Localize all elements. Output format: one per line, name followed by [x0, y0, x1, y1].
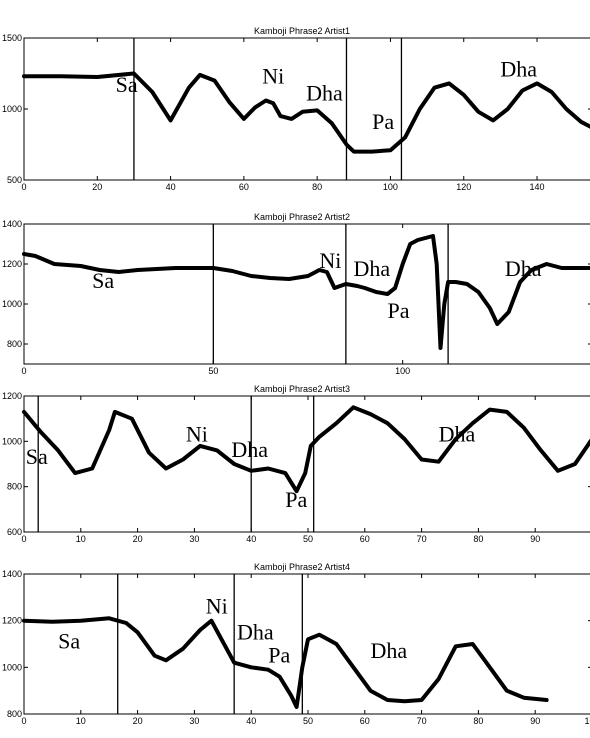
subplot-2: Kamboji Phrase2 Artist2 0 50 100 800 1000 1200… [2, 212, 590, 376]
pitch-curve [22, 71, 590, 154]
x-tick-label: 80 [473, 716, 483, 726]
y-tick-label: 600 [7, 527, 22, 537]
x-tick-label: 100 [383, 182, 398, 192]
x-tick-label: 90 [530, 716, 540, 726]
y-tick-label: 1200 [2, 391, 22, 401]
x-tick-label: 100 [584, 716, 590, 726]
x-tick-label: 140 [530, 182, 545, 192]
subplot-1: Kamboji Phrase2 Artist1 0 20 40 60 80 100 120 14… [2, 26, 590, 192]
swara-label: Ni [186, 421, 208, 446]
x-tick-label: 50 [303, 716, 313, 726]
swara-label: Pa [268, 643, 290, 668]
x-tick-label: 120 [456, 182, 471, 192]
x-tick-label: 60 [239, 182, 249, 192]
y-tick-label: 800 [7, 709, 22, 719]
x-tick-label: 0 [21, 534, 26, 544]
x-tick-label: 70 [417, 534, 427, 544]
swara-label: Ni [206, 594, 228, 619]
swara-label: Dha [505, 256, 542, 281]
y-tick-label: 1500 [2, 33, 22, 43]
y-tick-label: 1400 [2, 219, 22, 229]
x-tick-label: 60 [360, 534, 370, 544]
subplot-4: Kamboji Phrase2 Artist4 0 10 20 30 40 50 60 70 80… [2, 562, 590, 726]
plot-title: Kamboji Phrase2 Artist2 [254, 212, 350, 222]
x-tick-label: 0 [21, 366, 26, 376]
x-tick-label: 30 [189, 716, 199, 726]
y-tick-label: 1200 [2, 616, 22, 626]
swara-label: Dha [237, 619, 274, 644]
swara-label: Sa [116, 72, 138, 97]
y-tick-label: 1400 [2, 569, 22, 579]
x-tick-label: 80 [473, 534, 483, 544]
x-tick-label: 20 [133, 716, 143, 726]
swara-label: Dha [231, 437, 268, 462]
y-tick-label: 1200 [2, 259, 22, 269]
pitch-curve [22, 234, 590, 350]
x-tick-label: 50 [208, 366, 218, 376]
x-tick-label: 50 [303, 534, 313, 544]
swara-label: Ni [319, 248, 341, 273]
x-tick-label: 40 [166, 182, 176, 192]
swara-label: Pa [285, 487, 307, 512]
x-tick-label: 20 [92, 182, 102, 192]
swara-label: Dha [500, 56, 537, 81]
y-tick-label: 500 [7, 175, 22, 185]
plot-title: Kamboji Phrase2 Artist3 [254, 384, 350, 394]
swara-label: Pa [372, 109, 394, 134]
plot-title: Kamboji Phrase2 Artist1 [254, 26, 350, 36]
pitch-curve [22, 616, 549, 709]
subplot-3: Kamboji Phrase2 Artist3 0 10 20 30 40 50 60 70 80… [2, 384, 590, 544]
y-tick-label: 1000 [2, 104, 22, 114]
swara-label: Ni [262, 63, 284, 88]
x-tick-label: 60 [360, 716, 370, 726]
swara-label: Dha [370, 638, 407, 663]
x-tick-label: 80 [312, 182, 322, 192]
x-tick-label: 40 [246, 716, 256, 726]
swara-label: Dha [439, 421, 476, 446]
x-tick-label: 0 [21, 182, 26, 192]
swara-label: Pa [388, 298, 410, 323]
plot-frame [23, 223, 590, 365]
x-tick-label: 10 [76, 534, 86, 544]
swara-label: Dha [353, 256, 390, 281]
plot-title: Kamboji Phrase2 Artist4 [254, 562, 350, 572]
swara-label: Sa [26, 444, 48, 469]
x-tick-label: 10 [76, 716, 86, 726]
y-tick-label: 1000 [2, 662, 22, 672]
swara-label: Sa [92, 268, 114, 293]
swara-label: Sa [58, 629, 80, 654]
y-tick-label: 800 [7, 339, 22, 349]
x-tick-label: 20 [133, 534, 143, 544]
y-tick-label: 1000 [2, 299, 22, 309]
swara-label: Dha [306, 80, 343, 105]
x-tick-label: 70 [417, 716, 427, 726]
y-tick-label: 800 [7, 482, 22, 492]
y-tick-label: 1000 [2, 436, 22, 446]
x-tick-label: 100 [395, 366, 410, 376]
pitch-curve [22, 405, 590, 494]
x-tick-label: 90 [530, 534, 540, 544]
x-tick-label: 40 [246, 534, 256, 544]
x-tick-label: 0 [21, 716, 26, 726]
x-tick-label: 30 [189, 534, 199, 544]
